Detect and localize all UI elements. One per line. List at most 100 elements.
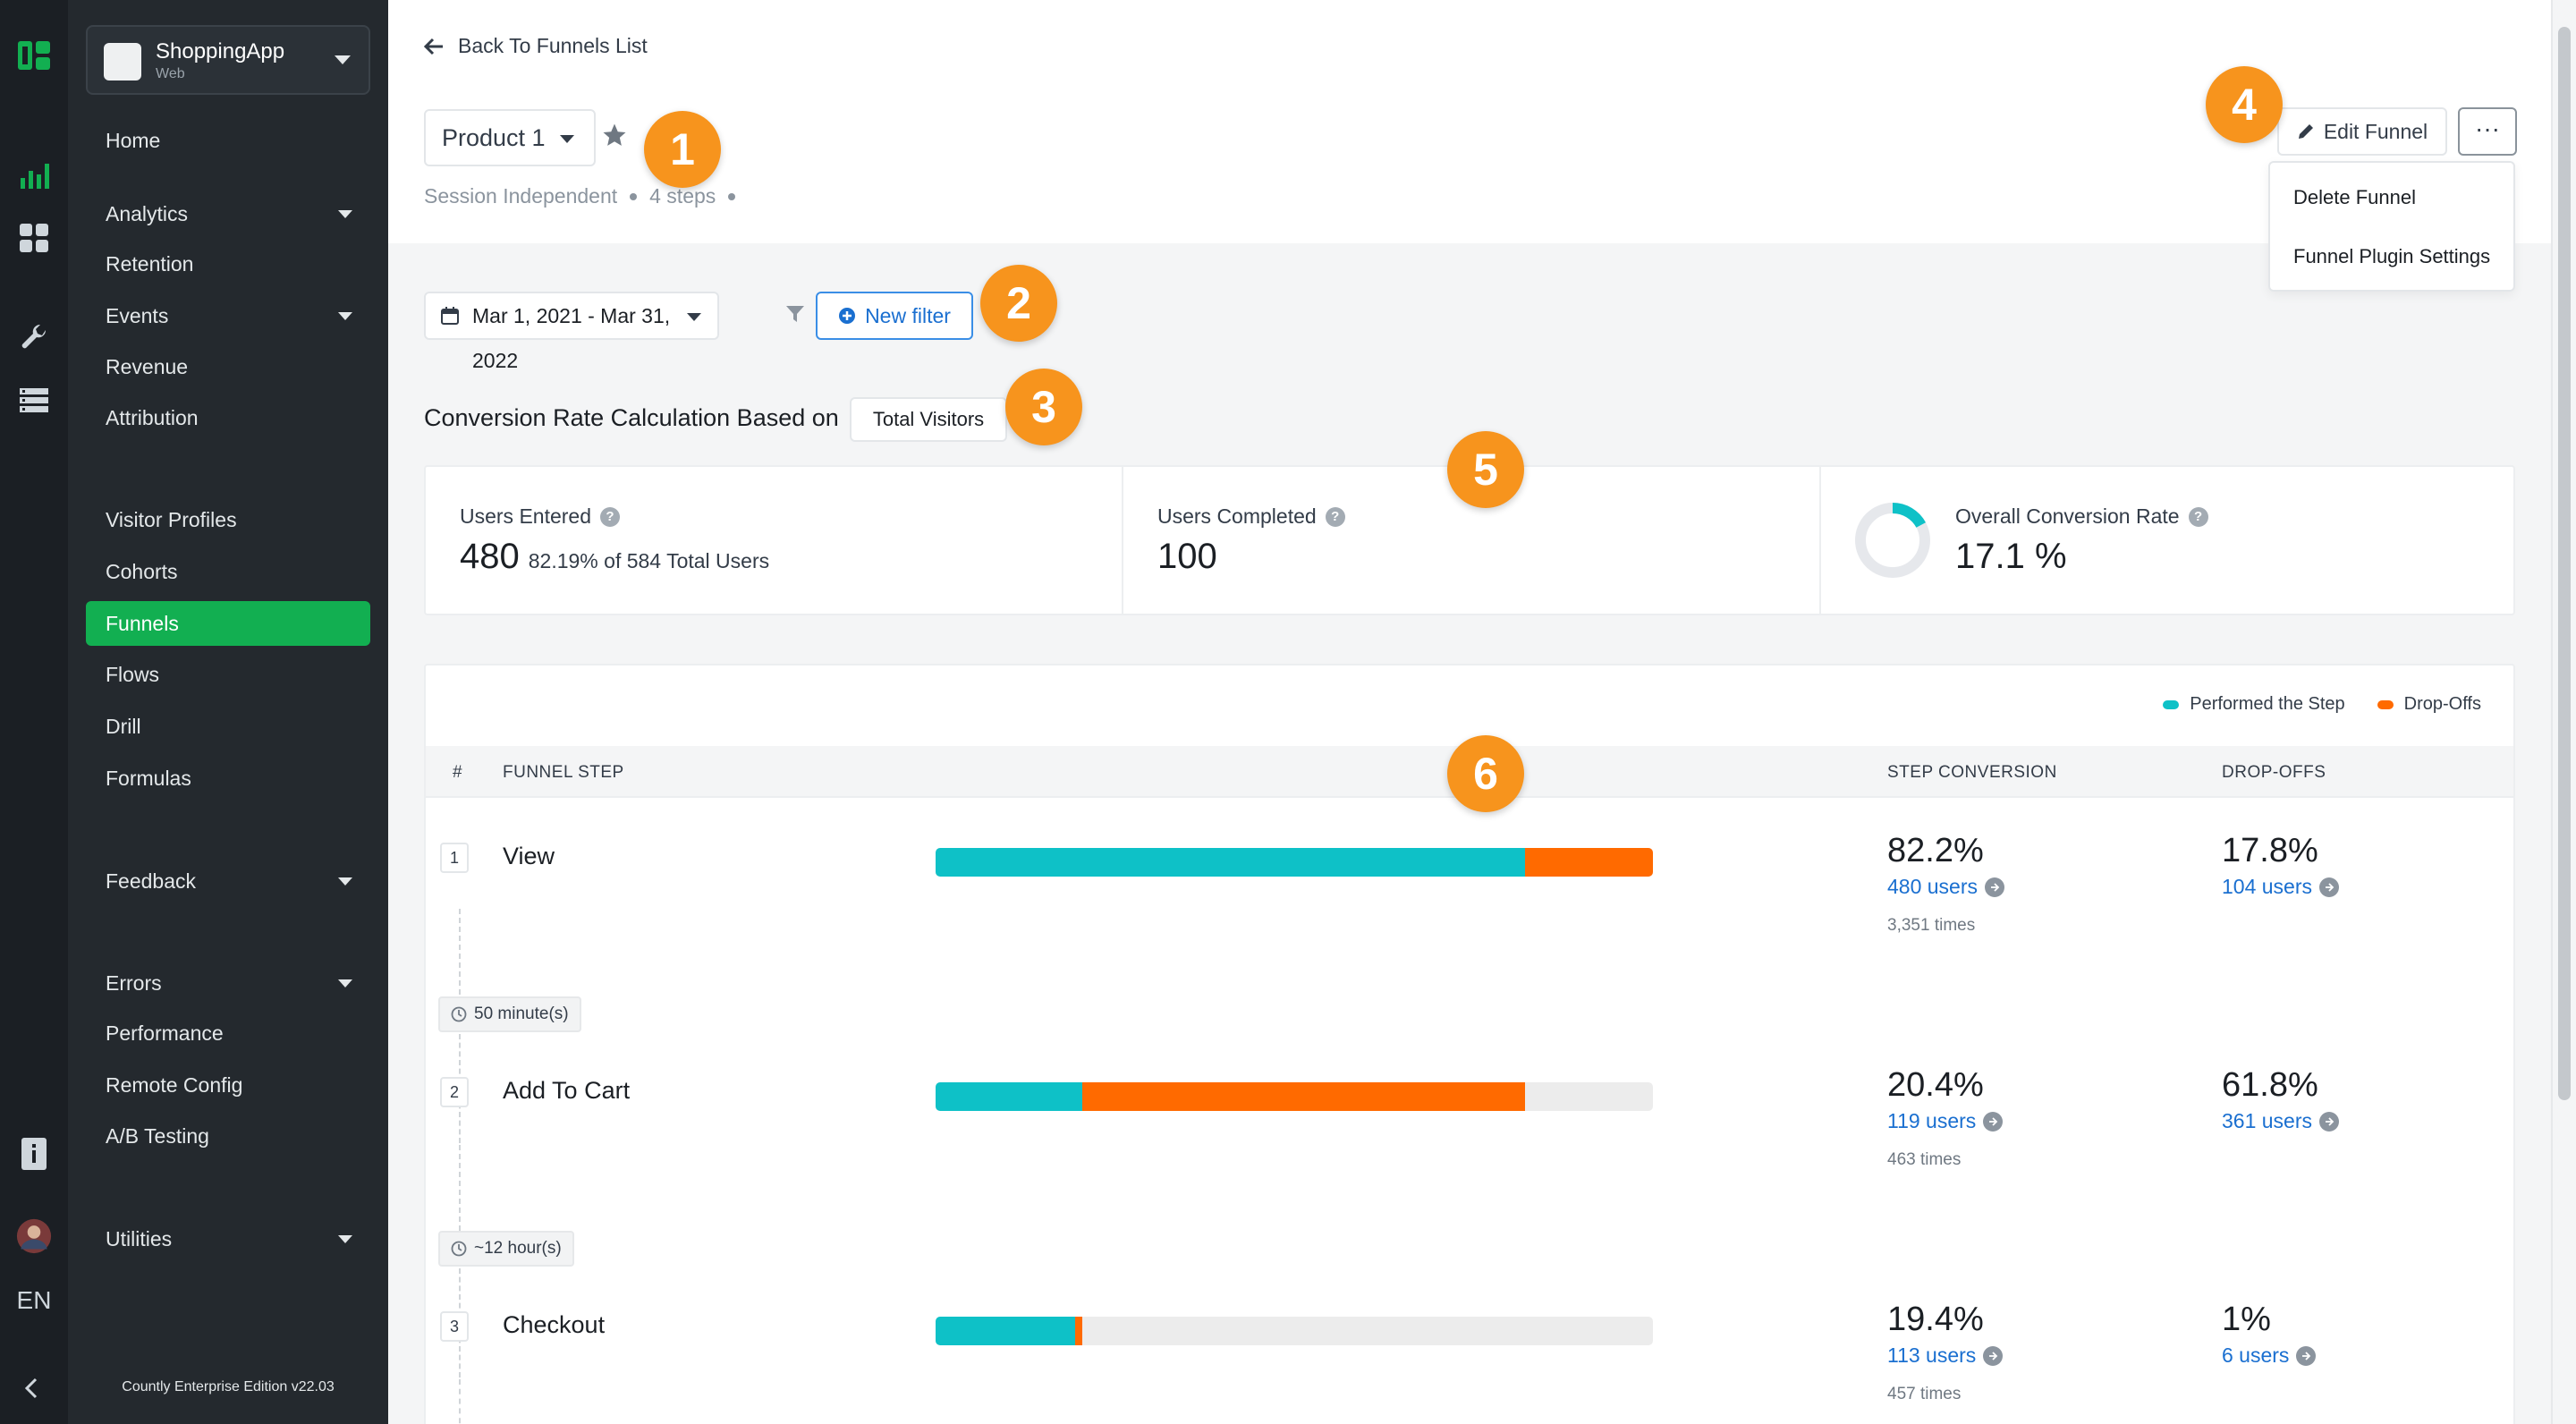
users-link-label: 104 users xyxy=(2222,875,2313,898)
sidebar-item-label: Performance xyxy=(106,1021,224,1045)
funnel-plugin-settings-menu-item[interactable]: Funnel Plugin Settings xyxy=(2293,245,2491,267)
app-name: ShoppingApp xyxy=(156,39,285,64)
sidebar-item-label: Events xyxy=(106,304,169,327)
sidebar-item-feedback[interactable]: Feedback xyxy=(86,859,370,903)
back-to-funnels-link[interactable]: Back To Funnels List xyxy=(424,34,648,58)
sidebar-item-visitor-profiles[interactable]: Visitor Profiles xyxy=(86,497,370,542)
user-avatar-icon[interactable] xyxy=(16,1218,52,1254)
edit-funnel-button[interactable]: Edit Funnel xyxy=(2277,107,2447,156)
conversion-basis-selector[interactable]: Total Visitors xyxy=(850,397,1007,442)
collapse-sidebar-icon[interactable] xyxy=(20,1376,45,1401)
step-bar xyxy=(936,848,1653,877)
dropoff-users-link[interactable]: 6 users xyxy=(2222,1343,2317,1368)
delete-funnel-menu-item[interactable]: Delete Funnel xyxy=(2293,186,2416,208)
more-options-menu: Delete Funnel Funnel Plugin Settings xyxy=(2268,161,2515,292)
dashboard-icon[interactable] xyxy=(16,220,52,256)
arrow-right-icon xyxy=(1983,1345,2004,1366)
performed-bar-segment xyxy=(936,848,1526,877)
sidebar-item-events[interactable]: Events xyxy=(86,293,370,338)
annotation-badge: 5 xyxy=(1447,431,1524,508)
clock-icon xyxy=(451,1241,467,1257)
sidebar-item-label: Revenue xyxy=(106,355,189,378)
new-filter-button[interactable]: New filter xyxy=(816,292,973,340)
step-conversion-pct: 19.4% xyxy=(1887,1301,1984,1338)
step-bar xyxy=(936,1317,1653,1345)
help-icon[interactable]: ? xyxy=(600,506,621,527)
annotation-badge: 2 xyxy=(980,265,1057,342)
arrow-right-icon xyxy=(1983,1111,2004,1132)
funnel-selector[interactable]: Product 1 xyxy=(424,109,596,166)
sidebar-item-label: Cohorts xyxy=(106,560,178,583)
sidebar-item-label: A/B Testing xyxy=(106,1124,209,1148)
sidebar-item-errors[interactable]: Errors xyxy=(86,961,370,1005)
step-times: 457 times xyxy=(1887,1385,1962,1403)
table-row: 2 Add To Cart 20.4% 119 users 463 times 61.8%… xyxy=(426,1043,2513,1204)
date-range-picker[interactable]: Mar 1, 2021 - Mar 31, 2022 xyxy=(424,292,719,372)
language-selector[interactable]: EN xyxy=(16,1286,52,1314)
sidebar-item-formulas[interactable]: Formulas xyxy=(86,756,370,801)
edition-label: Countly Enterprise Edition v22.03 xyxy=(122,1379,335,1394)
new-filter-label: New filter xyxy=(865,303,951,327)
chevron-down-icon xyxy=(335,55,351,64)
calendar-icon xyxy=(441,307,459,325)
step-users-link[interactable]: 113 users xyxy=(1887,1343,2004,1368)
sidebar-item-attribution[interactable]: Attribution xyxy=(86,395,370,440)
step-connector xyxy=(459,909,461,1021)
sidebar-item-retention[interactable]: Retention xyxy=(86,242,370,286)
page-header: Back To Funnels List Product 1 Session I… xyxy=(388,0,2551,243)
app-platform: Web xyxy=(156,66,185,81)
documentation-icon[interactable] xyxy=(16,1136,52,1172)
sidebar-item-analytics[interactable]: Analytics xyxy=(86,191,370,236)
sidebar-item-home[interactable]: Home xyxy=(86,118,370,163)
step-connector xyxy=(459,1379,461,1424)
sidebar-item-funnels[interactable]: Funnels xyxy=(86,601,370,646)
sidebar-item-ab-testing[interactable]: A/B Testing xyxy=(86,1114,370,1158)
arrow-right-icon xyxy=(1985,877,2005,897)
legend-swatch xyxy=(2377,699,2394,709)
dropoff-pct: 1% xyxy=(2222,1301,2271,1338)
scrollbar-thumb[interactable] xyxy=(2558,27,2571,1100)
users-link-label: 480 users xyxy=(1887,875,1979,898)
conversion-donut-arc xyxy=(1855,503,1930,578)
sidebar-item-drill[interactable]: Drill xyxy=(86,704,370,749)
arrow-left-icon xyxy=(424,38,443,55)
time-between-steps: ~12 hour(s) xyxy=(438,1231,574,1267)
sidebar-item-remote-config[interactable]: Remote Config xyxy=(86,1063,370,1107)
sidebar-item-label: Funnels xyxy=(106,612,179,635)
app-selector[interactable]: ShoppingApp Web xyxy=(86,25,370,95)
sidebar-item-label: Formulas xyxy=(106,767,191,790)
conversion-basis-label: Conversion Rate Calculation Based on xyxy=(424,404,839,431)
analytics-icon[interactable] xyxy=(16,157,52,193)
stat-label-text: Users Completed xyxy=(1157,504,1317,528)
wrench-icon[interactable] xyxy=(16,320,52,356)
chevron-down-icon xyxy=(338,312,352,320)
app-logo-icon xyxy=(104,43,141,81)
sidebar-item-utilities[interactable]: Utilities xyxy=(86,1216,370,1261)
help-icon[interactable]: ? xyxy=(1325,506,1345,527)
step-name: Checkout xyxy=(503,1311,606,1338)
help-icon[interactable]: ? xyxy=(2188,506,2208,527)
sidebar-item-cohorts[interactable]: Cohorts xyxy=(86,549,370,594)
dropoff-users-link[interactable]: 104 users xyxy=(2222,875,2340,899)
countly-logo-icon[interactable] xyxy=(16,38,52,73)
sidebar-item-label: Retention xyxy=(106,252,194,275)
dropoff-users-link[interactable]: 361 users xyxy=(2222,1109,2340,1133)
step-users-link[interactable]: 480 users xyxy=(1887,875,2005,899)
time-between-steps: 50 minute(s) xyxy=(438,996,581,1032)
sidebar-item-flows[interactable]: Flows xyxy=(86,652,370,697)
header-funnel-step: FUNNEL STEP xyxy=(503,763,624,782)
more-options-button[interactable]: ··· xyxy=(2458,107,2517,156)
filter-icon xyxy=(785,304,805,328)
chevron-down-icon xyxy=(687,313,701,321)
step-users-link[interactable]: 119 users xyxy=(1887,1109,2004,1133)
sidebar-item-performance[interactable]: Performance xyxy=(86,1011,370,1055)
dropoff-bar-segment xyxy=(1525,848,1653,877)
arrow-right-icon xyxy=(2296,1345,2317,1366)
sidebar-item-label: Errors xyxy=(106,971,162,995)
data-manager-icon[interactable] xyxy=(16,383,52,419)
sidebar-item-revenue[interactable]: Revenue xyxy=(86,344,370,389)
legend-swatch xyxy=(2163,699,2180,709)
stat-label-text: Overall Conversion Rate xyxy=(1955,504,2180,528)
pencil-icon xyxy=(2298,124,2313,139)
star-icon[interactable] xyxy=(601,122,628,153)
